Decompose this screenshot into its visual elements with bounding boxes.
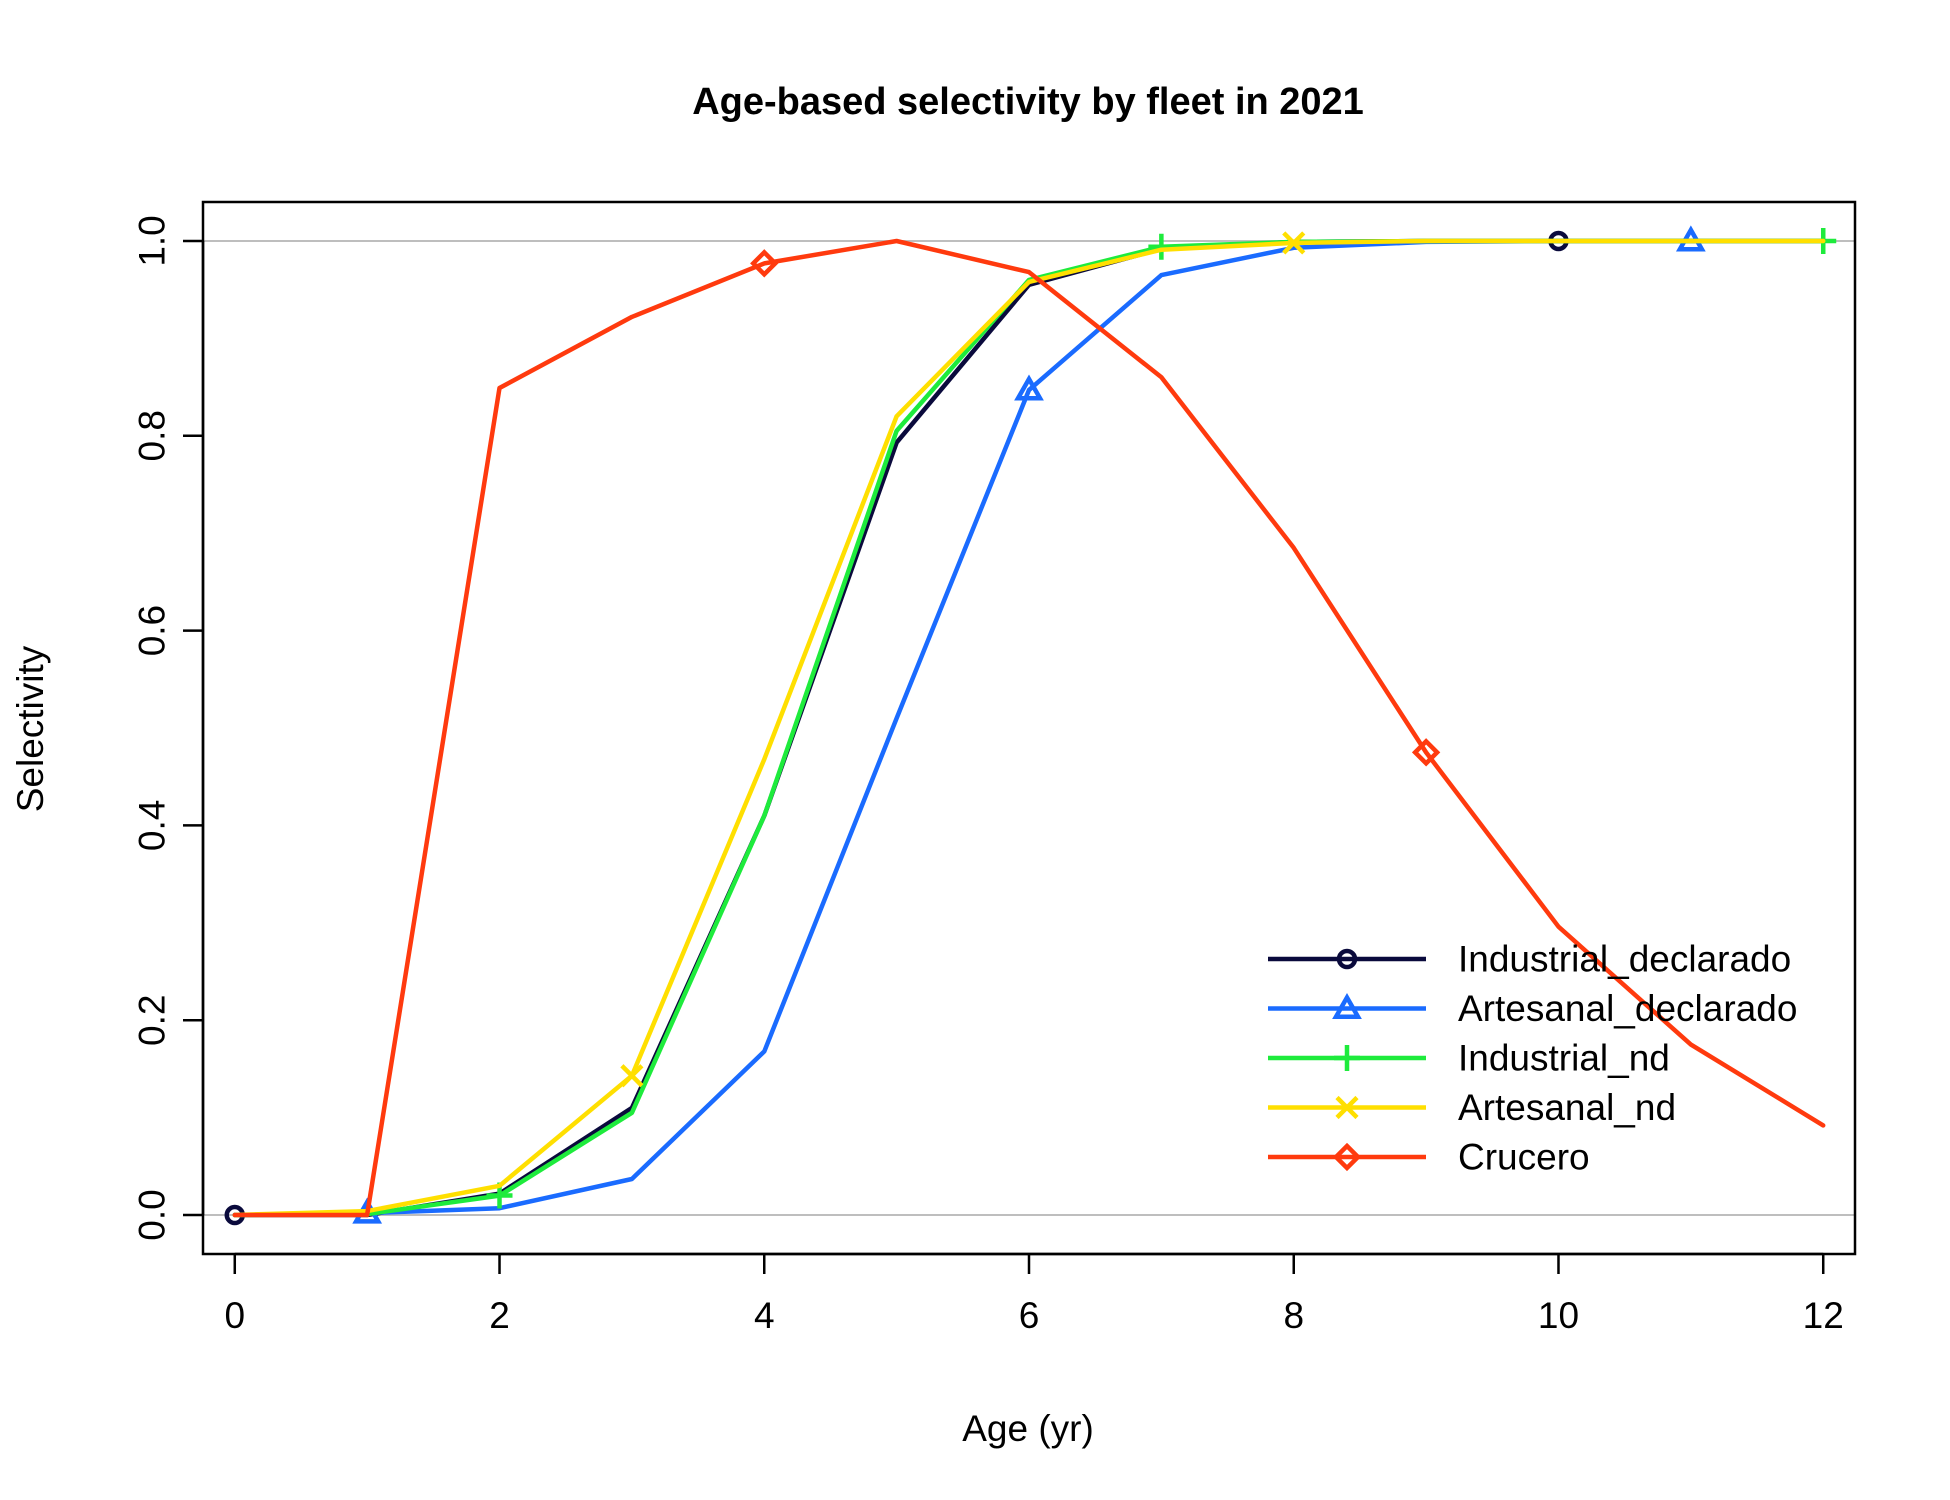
x-tick-label-2: 2 bbox=[489, 1295, 510, 1336]
legend-marker-industrial-nd bbox=[1334, 1045, 1360, 1071]
x-tick-label-0: 0 bbox=[224, 1295, 245, 1336]
legend: Industrial_declarado Artesanal_declarado I… bbox=[1268, 939, 1797, 1178]
legend-marker-artesanal-nd bbox=[1335, 1095, 1359, 1120]
series-artesanal-nd bbox=[232, 231, 1826, 1218]
data-point-artesanal-nd-3 bbox=[620, 1064, 644, 1088]
legend-label-artesanal-declarado: Artesanal_declarado bbox=[1458, 988, 1797, 1029]
x-tick-label-4: 4 bbox=[754, 1295, 775, 1336]
legend-label-artesanal-nd: Artesanal_nd bbox=[1458, 1087, 1676, 1128]
chart-title: Age-based selectivity by fleet in 2021 bbox=[692, 81, 1364, 123]
plot-area: 0 2 4 6 8 10 12 0.0 0.2 0.4 0.6 0.8 1.0 bbox=[132, 200, 1857, 1336]
data-point-crucero-9 bbox=[1411, 738, 1441, 767]
legend-marker-crucero bbox=[1332, 1142, 1362, 1172]
y-tick-label-0.2: 0.2 bbox=[132, 995, 173, 1046]
legend-label-industrial-nd: Industrial_nd bbox=[1458, 1038, 1670, 1079]
x-tick-label-6: 6 bbox=[1019, 1295, 1040, 1336]
y-tick-label-1: 1.0 bbox=[132, 215, 173, 266]
data-point-artesanal-declarado-6 bbox=[1014, 374, 1044, 401]
y-axis-label: Selectivity bbox=[10, 645, 51, 812]
series-crucero bbox=[232, 238, 1826, 1218]
y-tick-label-0: 0.0 bbox=[132, 1189, 173, 1240]
y-tick-label-0.4: 0.4 bbox=[132, 800, 173, 851]
legend-entry-artesanal-declarado: Artesanal_declarado bbox=[1268, 988, 1797, 1029]
legend-entry-crucero: Crucero bbox=[1268, 1137, 1590, 1178]
series-line-artesanal-nd bbox=[232, 238, 1826, 1218]
x-axis-label: Age (yr) bbox=[962, 1408, 1094, 1449]
x-tick-label-8: 8 bbox=[1283, 1295, 1304, 1336]
legend-entry-industrial-nd: Industrial_nd bbox=[1268, 1038, 1670, 1079]
legend-label-crucero: Crucero bbox=[1458, 1137, 1590, 1178]
legend-entry-industrial-declarado: Industrial_declarado bbox=[1268, 939, 1791, 980]
series-line-crucero bbox=[232, 238, 1826, 1218]
data-point-crucero-4 bbox=[750, 249, 779, 278]
x-tick-label-12: 12 bbox=[1803, 1295, 1844, 1336]
legend-marker-industrial-declarado bbox=[1336, 948, 1358, 970]
x-tick-label-10: 10 bbox=[1538, 1295, 1579, 1336]
legend-entry-artesanal-nd: Artesanal_nd bbox=[1268, 1087, 1676, 1128]
data-point-artesanal-nd-8 bbox=[1282, 231, 1306, 255]
y-tick-label-0.6: 0.6 bbox=[132, 605, 173, 656]
data-point-industrial-nd-7 bbox=[1148, 233, 1175, 260]
y-tick-label-0.8: 0.8 bbox=[132, 410, 173, 461]
legend-marker-artesanal-declarado bbox=[1332, 992, 1362, 1019]
legend-label-industrial-declarado: Industrial_declarado bbox=[1458, 939, 1791, 980]
